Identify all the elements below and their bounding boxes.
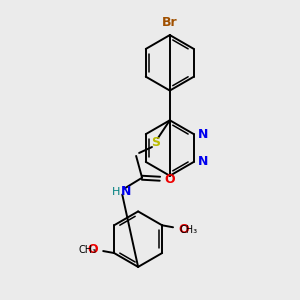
Text: O: O [165, 173, 175, 186]
Text: CH₃: CH₃ [180, 225, 198, 235]
Text: N: N [121, 185, 132, 198]
Text: O: O [88, 243, 98, 256]
Text: N: N [198, 128, 208, 141]
Text: H: H [112, 187, 120, 196]
Text: CH₃: CH₃ [78, 245, 96, 255]
Text: N: N [198, 155, 208, 168]
Text: O: O [178, 223, 189, 236]
Text: S: S [152, 136, 160, 148]
Text: Br: Br [162, 16, 178, 29]
